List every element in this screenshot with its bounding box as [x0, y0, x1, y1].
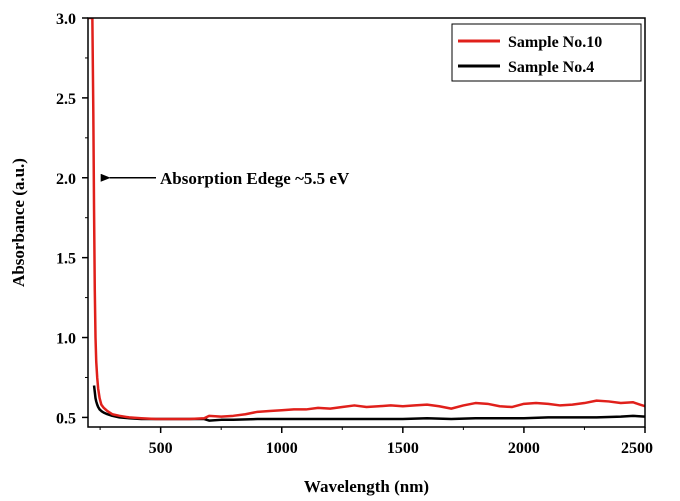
x-axis-title: Wavelength (nm) — [304, 477, 429, 496]
y-axis-title: Absorbance (a.u.) — [9, 158, 28, 287]
x-tick-label: 1000 — [266, 440, 298, 457]
annotation-label: Absorption Edege ~5.5 eV — [160, 169, 350, 188]
x-tick-label: 2500 — [621, 440, 653, 457]
x-tick-label: 1500 — [387, 440, 419, 457]
y-tick-label: 2.0 — [56, 171, 76, 188]
y-tick-label: 3.0 — [56, 11, 76, 28]
legend: Sample No.10 Sample No.4 — [451, 23, 642, 82]
y-tick-label: 1.0 — [56, 331, 76, 348]
series-lines — [88, 18, 645, 422]
legend-label-sample-no-4: Sample No.4 — [508, 59, 594, 76]
series-line-sample-no-10 — [88, 18, 645, 421]
plot-frame — [87, 17, 646, 428]
legend-box — [451, 23, 642, 82]
y-tick-label: 2.5 — [56, 91, 76, 108]
x-tick-label: 500 — [149, 440, 173, 457]
y-tick-label: 1.5 — [56, 251, 76, 268]
x-tick-label: 2000 — [508, 440, 540, 457]
series-line-sample-no-4 — [92, 385, 645, 422]
y-tick-label: 0.5 — [56, 410, 76, 427]
axis-ticks: 500 1000 1500 2000 2500 0.5 1.0 1.5 2.0 2.5 3.0 — [56, 11, 653, 457]
legend-label-sample-no-10: Sample No.10 — [508, 34, 602, 51]
